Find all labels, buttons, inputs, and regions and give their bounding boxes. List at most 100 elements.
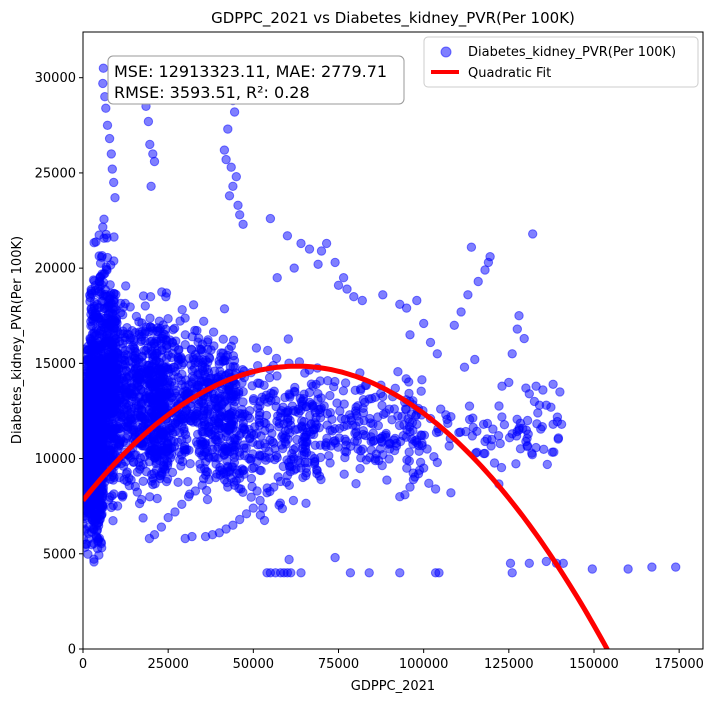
scatter-point — [370, 455, 381, 466]
scatter-point — [260, 442, 271, 453]
scatter-point — [522, 433, 532, 444]
scatter-point — [203, 417, 214, 427]
scatter-point — [434, 568, 444, 578]
scatter-point — [464, 401, 475, 411]
scatter-point — [313, 259, 323, 269]
scatter-point — [340, 378, 351, 388]
scatter-point — [261, 419, 271, 429]
scatter-point — [199, 402, 209, 412]
metrics-line-2: RMSE: 3593.51, R²: 0.28 — [114, 83, 310, 102]
scatter-point — [223, 124, 233, 134]
scatter-point — [419, 430, 430, 440]
scatter-point — [224, 409, 234, 419]
scatter-point — [316, 246, 327, 256]
scatter-point — [194, 333, 204, 343]
scatter-point — [416, 386, 426, 396]
scatter-point — [107, 164, 118, 174]
scatter-point — [384, 444, 395, 454]
scatter-point — [233, 200, 243, 211]
scatter-point — [290, 382, 300, 393]
scatter-point — [334, 423, 345, 434]
scatter-point — [507, 568, 517, 578]
scatter-point — [106, 502, 117, 513]
scatter-point — [239, 409, 250, 419]
scatter-point — [86, 321, 96, 331]
scatter-point — [466, 242, 477, 252]
scatter-point — [204, 474, 214, 485]
scatter-point — [345, 568, 356, 578]
scatter-point — [395, 492, 405, 502]
scatter-point — [175, 316, 185, 326]
scatter-point — [175, 393, 186, 404]
scatter-point — [198, 429, 208, 439]
scatter-point — [480, 436, 490, 447]
scatter-point — [139, 329, 150, 339]
scatter-point — [148, 479, 158, 490]
scatter-point — [104, 386, 114, 396]
scatter-point — [228, 520, 238, 530]
scatter-point — [146, 181, 156, 192]
scatter-point — [515, 444, 526, 454]
scatter-point — [166, 436, 176, 446]
scatter-point — [132, 467, 143, 477]
scatter-point — [226, 391, 237, 401]
scatter-point — [309, 453, 320, 464]
scatter-point — [269, 386, 279, 396]
scatter-point — [284, 389, 294, 399]
scatter-point — [391, 438, 402, 448]
scatter-point — [349, 292, 359, 302]
scatter-point — [522, 415, 533, 426]
scatter-point — [130, 481, 141, 492]
scatter-point — [381, 428, 391, 439]
scatter-point — [286, 568, 296, 578]
scatter-point — [124, 387, 134, 398]
scatter-point — [541, 556, 551, 567]
scatter-point — [149, 156, 160, 167]
scatter-point — [338, 273, 349, 283]
scatter-point — [432, 349, 442, 359]
scatter-point — [150, 341, 160, 352]
scatter-point — [376, 436, 387, 446]
scatter-point — [300, 441, 311, 451]
plot-frame — [82, 31, 704, 650]
scatter-point — [350, 406, 361, 416]
scatter-point — [255, 495, 265, 506]
scatter-point — [137, 357, 147, 368]
scatter-point — [98, 222, 108, 232]
scatter-point — [111, 341, 121, 351]
scatter-point — [470, 354, 480, 365]
scatter-point — [219, 450, 229, 460]
scatter-point — [231, 172, 242, 182]
scatter-point — [201, 447, 211, 458]
scatter-point — [511, 459, 521, 469]
scatter-point — [419, 463, 429, 473]
scatter-point — [176, 375, 186, 386]
quadratic-fit-line — [83, 363, 610, 649]
scatter-point — [102, 120, 113, 131]
scatter-point — [176, 412, 186, 423]
scatter-point — [169, 342, 180, 352]
scatter-point — [352, 436, 362, 446]
scatter-point — [190, 325, 200, 336]
scatter-point — [156, 445, 167, 455]
scatter-point — [164, 423, 175, 433]
scatter-point — [235, 514, 245, 525]
scatter-point — [464, 414, 475, 425]
scatter-point — [147, 378, 158, 388]
scatter-point — [216, 348, 226, 358]
scatter-point — [255, 510, 266, 520]
scatter-point — [455, 427, 466, 437]
scatter-point — [224, 191, 235, 201]
scatter-point — [315, 413, 326, 423]
scatter-point — [296, 238, 306, 249]
scatter-point — [155, 391, 165, 401]
scatter-point — [284, 480, 294, 490]
scatter-point — [104, 330, 114, 340]
scatter-point — [357, 295, 367, 306]
scatter-point — [412, 419, 422, 429]
scatter-point — [552, 412, 563, 422]
scatter-point — [174, 447, 185, 457]
x-tick-label: 75000 — [318, 657, 359, 672]
scatter-point — [339, 469, 349, 479]
scatter-point — [122, 467, 132, 477]
